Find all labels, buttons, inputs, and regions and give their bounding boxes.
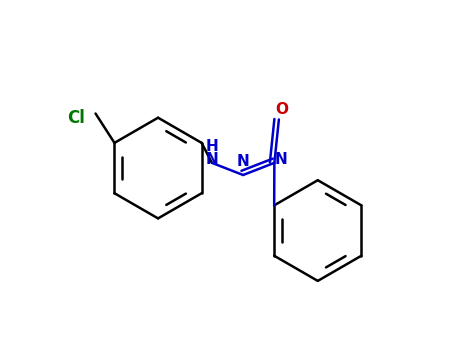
Text: N: N [206,152,218,167]
Text: O: O [275,102,288,117]
Text: N: N [274,152,287,167]
Text: H: H [206,139,218,154]
Text: N: N [237,154,249,169]
Text: Cl: Cl [67,109,86,127]
